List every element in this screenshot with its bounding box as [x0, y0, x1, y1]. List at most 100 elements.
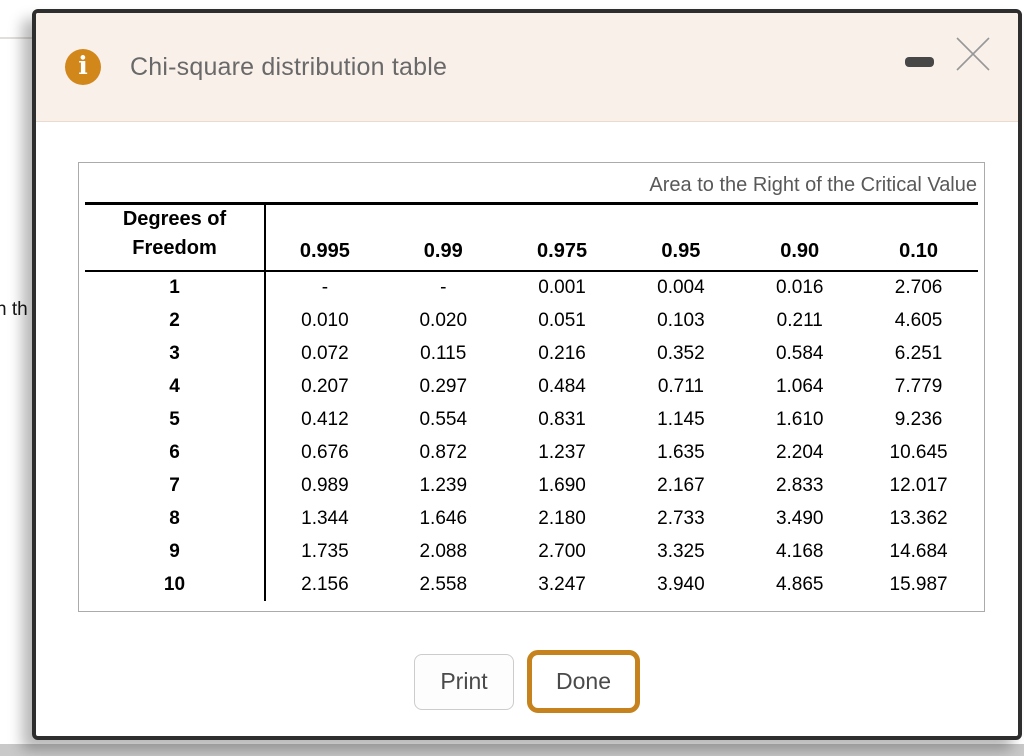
value-cell: 0.297 [419, 375, 468, 397]
value-cell: 3.490 [775, 507, 824, 529]
value-cell: 3.940 [657, 573, 705, 595]
done-button[interactable]: Done [527, 650, 640, 713]
chi-square-table-panel: Area to the Right of the Critical Value … [78, 162, 985, 612]
value-cell: 9.236 [894, 408, 943, 430]
value-cell: 1.635 [657, 441, 705, 463]
df-cell: 10 [85, 568, 266, 601]
table-row: 6 0.676 0.872 1.237 1.635 2.204 10.645 [85, 436, 978, 469]
value-cell: 0.103 [657, 309, 705, 331]
df-cell: 6 [85, 436, 266, 469]
value-cell: 1.064 [775, 375, 824, 397]
table-row: 7 0.989 1.239 1.690 2.167 2.833 12.017 [85, 469, 978, 502]
value-cell: 7.779 [894, 375, 943, 397]
column-header: 0.90 [740, 203, 860, 272]
value-cell: 0.207 [301, 375, 349, 397]
value-cell: 1.145 [657, 408, 705, 430]
value-cell: 2.700 [538, 540, 586, 562]
table-row: 10 2.156 2.558 3.247 3.940 4.865 15.987 [85, 568, 978, 601]
value-cell: 15.987 [889, 573, 948, 595]
value-cell: 4.605 [894, 309, 943, 331]
df-cell: 1 [85, 271, 266, 304]
value-cell: 0.211 [776, 309, 823, 331]
table-row: 5 0.412 0.554 0.831 1.145 1.610 9.236 [85, 403, 978, 436]
df-cell: 7 [85, 469, 266, 502]
table-row: 1 - - 0.001 0.004 0.016 2.706 [85, 271, 978, 304]
value-cell: 0.676 [301, 441, 349, 463]
info-icon: i [65, 49, 101, 85]
value-cell: 14.684 [889, 540, 948, 562]
value-cell: 0.711 [657, 375, 704, 397]
value-cell: 2.733 [657, 507, 705, 529]
value-cell: 2.204 [775, 441, 824, 463]
chi-square-table: Degrees of Freedom 0.995 0.99 0.975 0.95… [85, 202, 978, 601]
value-cell: 1.239 [419, 474, 468, 496]
background-divider-line [0, 37, 38, 39]
value-cell: 0.554 [419, 408, 468, 430]
value-cell: 6.251 [894, 342, 943, 364]
value-cell: 3.325 [657, 540, 705, 562]
value-cell: 0.872 [419, 441, 468, 463]
value-cell: 2.558 [419, 573, 468, 595]
value-cell: 0.584 [775, 342, 824, 364]
table-row: 8 1.344 1.646 2.180 2.733 3.490 13.362 [85, 502, 978, 535]
dialog-title: Chi-square distribution table [130, 53, 448, 81]
print-button[interactable]: Print [414, 653, 514, 710]
value-cell: 1.690 [538, 474, 586, 496]
value-cell: 1.735 [301, 540, 349, 562]
table-row: 3 0.072 0.115 0.216 0.352 0.584 6.251 [85, 337, 978, 370]
value-cell: 1.237 [538, 441, 586, 463]
value-cell: 0.831 [538, 408, 586, 430]
value-cell: 10.645 [889, 441, 948, 463]
row-header-line1: Degrees of [122, 208, 227, 230]
value-cell: 1.646 [419, 507, 468, 529]
value-cell: 1.344 [301, 507, 349, 529]
table-row: 9 1.735 2.088 2.700 3.325 4.168 14.684 [85, 535, 978, 568]
background-bottom-band [0, 744, 1024, 756]
value-cell: 0.016 [775, 277, 824, 298]
df-cell: 9 [85, 535, 266, 568]
close-icon [954, 35, 992, 73]
value-cell: - [321, 277, 329, 298]
df-cell: 2 [85, 304, 266, 337]
value-cell: 2.706 [894, 277, 943, 298]
df-cell: 8 [85, 502, 266, 535]
value-cell: 4.168 [775, 540, 824, 562]
column-header: 0.99 [383, 203, 503, 272]
value-cell: 0.216 [538, 342, 586, 364]
value-cell: 0.352 [657, 342, 705, 364]
value-cell: 0.989 [301, 474, 349, 496]
df-cell: 5 [85, 403, 266, 436]
column-header: 0.95 [621, 203, 741, 272]
table-row: 4 0.207 0.297 0.484 0.711 1.064 7.779 [85, 370, 978, 403]
value-cell: 3.247 [538, 573, 586, 595]
value-cell: 0.010 [301, 309, 349, 331]
table-caption: Area to the Right of the Critical Value [649, 174, 977, 196]
df-cell: 3 [85, 337, 266, 370]
table-header-row: Degrees of Freedom 0.995 0.99 0.975 0.95… [85, 203, 978, 272]
close-button[interactable] [954, 35, 992, 73]
value-cell: 13.362 [889, 507, 948, 529]
dialog-footer: Print Done [36, 650, 1018, 713]
column-header: 0.10 [859, 203, 978, 272]
value-cell: 2.180 [538, 507, 586, 529]
column-header: 0.975 [502, 203, 622, 272]
df-cell: 4 [85, 370, 266, 403]
value-cell: 0.004 [657, 277, 705, 298]
value-cell: 2.833 [775, 474, 824, 496]
value-cell: 1.610 [775, 408, 824, 430]
table-row: 2 0.010 0.020 0.051 0.103 0.211 4.605 [85, 304, 978, 337]
value-cell: 0.051 [538, 309, 586, 331]
row-header-line2: Freedom [132, 237, 217, 259]
background-text-fragment: n th [0, 299, 28, 320]
value-cell: 0.115 [420, 342, 467, 364]
value-cell: 0.072 [301, 342, 349, 364]
value-cell: 2.156 [301, 573, 349, 595]
value-cell: 0.001 [538, 277, 586, 298]
value-cell: - [440, 277, 447, 298]
value-cell: 0.412 [301, 408, 349, 430]
value-cell: 12.017 [889, 474, 948, 496]
value-cell: 0.020 [419, 309, 468, 331]
column-header: 0.995 [265, 203, 384, 272]
minimize-button[interactable] [905, 57, 934, 67]
dialog-header: i Chi-square distribution table [36, 13, 1018, 122]
